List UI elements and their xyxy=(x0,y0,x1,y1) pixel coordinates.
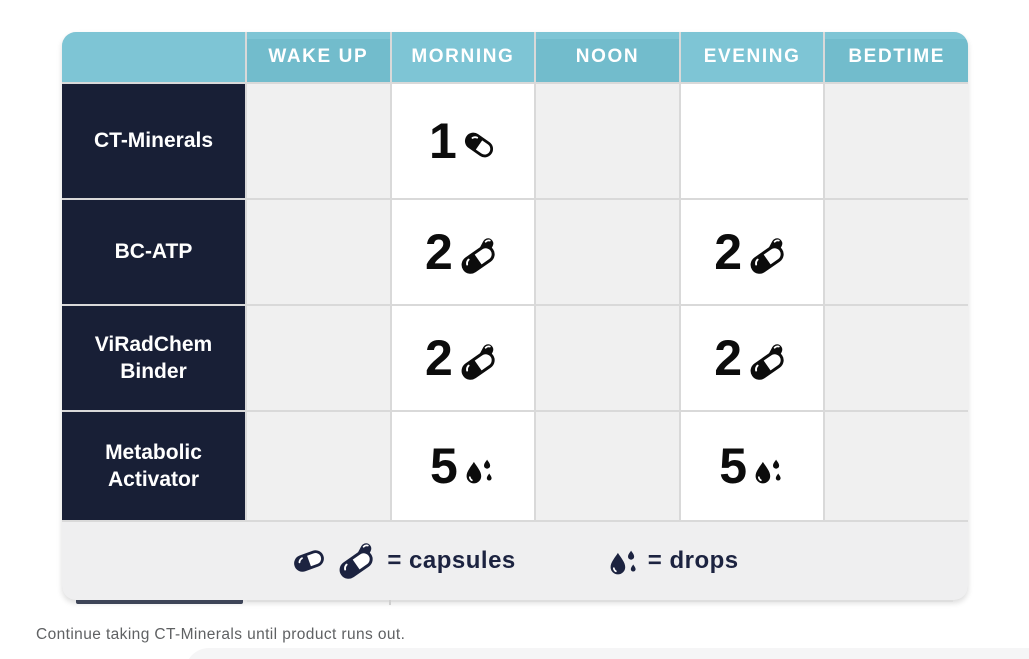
header-evening: EVENING xyxy=(680,32,824,82)
dose-cell-metabolic-morning: 5 xyxy=(391,412,535,520)
dose-cell-empty xyxy=(825,306,968,410)
capsule-double-icon xyxy=(461,344,495,380)
drops-icon xyxy=(755,459,781,484)
dose-cell-empty xyxy=(825,412,968,520)
dose-cell-ct-minerals-morning: 1 xyxy=(391,84,535,198)
dose-count: 2 xyxy=(424,224,453,280)
dose-cell-empty xyxy=(247,84,390,198)
cutoff-row-label-sliver xyxy=(76,600,243,604)
dose-count: 1 xyxy=(428,113,457,169)
header-morning: MORNING xyxy=(391,32,535,82)
dose-cell-empty xyxy=(247,306,390,410)
dose-cell-empty xyxy=(536,84,679,198)
dose-cell-bc-atp-evening: 2 xyxy=(680,200,824,304)
dose-cell-viradchem-morning: 2 xyxy=(391,306,535,410)
legend-capsules-label: = capsules xyxy=(387,547,516,574)
dose-cell-empty xyxy=(536,412,679,520)
dose-cell-viradchem-evening: 2 xyxy=(680,306,824,410)
dose-cell-metabolic-evening: 5 xyxy=(680,412,824,520)
capsule-single-icon xyxy=(294,550,325,572)
drops-icon xyxy=(466,459,492,484)
row-label-viradchem-binder: ViRadChem Binder xyxy=(62,306,245,410)
row-label-bc-atp: BC-ATP xyxy=(62,200,245,304)
header-corner-cell xyxy=(62,32,245,82)
dose-cell-empty xyxy=(247,412,390,520)
dose-count: 2 xyxy=(714,224,742,280)
row-label-ct-minerals: CT-Minerals xyxy=(62,84,245,198)
dose-cell-bc-atp-morning: 2 xyxy=(391,200,535,304)
dose-cell-empty xyxy=(536,200,679,304)
cutoff-row-column-tick xyxy=(389,600,391,605)
header-bedtime: BEDTIME xyxy=(825,32,968,82)
legend-drops: = drops xyxy=(606,544,739,578)
dose-count: 5 xyxy=(429,438,458,494)
dose-count: 2 xyxy=(714,330,742,386)
dose-cell-empty xyxy=(825,200,968,304)
legend-capsules: = capsules xyxy=(291,539,515,583)
dosing-schedule-table: WAKE UP MORNING NOON EVENING BEDTIME CT-… xyxy=(62,32,968,600)
capsule-single-icon xyxy=(464,132,493,158)
row-label-metabolic-activator: Metabolic Activator xyxy=(62,412,245,520)
capsule-double-icon xyxy=(750,344,784,380)
legend-row: = capsules = drops xyxy=(62,522,968,600)
dose-count: 2 xyxy=(424,330,453,386)
drops-icon xyxy=(610,550,636,575)
footnote-text: Continue taking CT-Minerals until produc… xyxy=(36,626,406,643)
legend-drops-label: = drops xyxy=(647,547,739,574)
dose-cell-empty xyxy=(247,200,390,304)
next-card-top-edge xyxy=(185,648,1029,659)
capsule-double-icon xyxy=(750,238,784,274)
capsule-double-icon xyxy=(461,238,495,274)
header-noon: NOON xyxy=(536,32,679,82)
header-wake-up: WAKE UP xyxy=(247,32,390,82)
dose-count: 5 xyxy=(719,438,747,494)
dose-cell-empty xyxy=(536,306,679,410)
dose-cell-empty xyxy=(680,84,824,198)
dose-cell-empty xyxy=(825,84,968,198)
capsule-double-icon xyxy=(339,543,374,579)
cutoff-row-border-sliver xyxy=(247,600,953,602)
